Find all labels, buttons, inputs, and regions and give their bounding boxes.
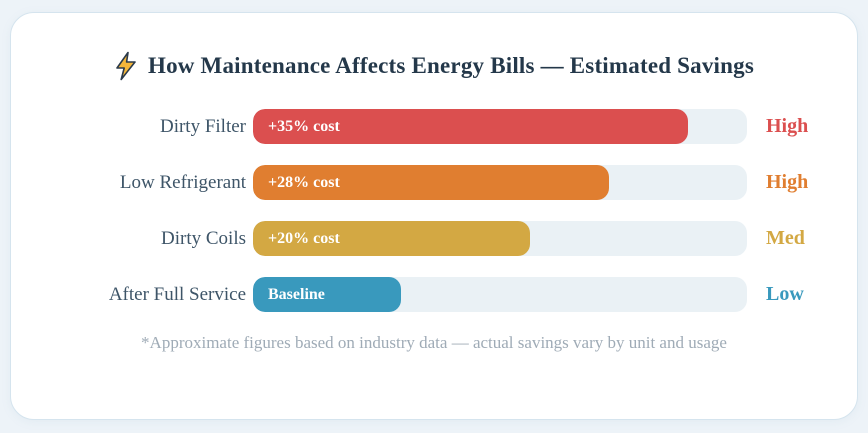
bar-row: After Full Service Baseline Low [39, 277, 829, 312]
bar-row: Low Refrigerant +28% cost High [39, 165, 829, 200]
lightning-icon [116, 51, 136, 81]
category-label: Dirty Coils [161, 227, 246, 249]
bar-value-label: +28% cost [268, 173, 340, 191]
bar-value-label: +20% cost [268, 229, 340, 247]
chart-card: How Maintenance Affects Energy Bills — E… [10, 12, 858, 420]
chart-title: How Maintenance Affects Energy Bills — E… [148, 53, 754, 78]
bar-fill: Baseline [253, 277, 402, 312]
category-label: Dirty Filter [159, 115, 246, 137]
bar-track: +28% cost [253, 165, 747, 200]
bar-fill: +28% cost [253, 165, 609, 200]
bar-track: +35% cost [253, 109, 747, 144]
bar-track: +20% cost [253, 221, 747, 256]
impact-label: High [766, 171, 809, 193]
impact-label: Low [766, 283, 804, 305]
bar-row: Dirty Filter +35% cost High [39, 109, 829, 144]
bar-fill: +20% cost [253, 221, 530, 256]
impact-label: Med [766, 227, 805, 249]
chart-header: How Maintenance Affects Energy Bills — E… [39, 51, 829, 81]
bar-rows: Dirty Filter +35% cost High Low Refriger… [39, 109, 829, 312]
category-label: Low Refrigerant [119, 171, 246, 193]
category-label: After Full Service [108, 283, 246, 305]
bar-value-label: Baseline [268, 285, 325, 303]
bar-track: Baseline [253, 277, 747, 312]
chart-footnote: *Approximate figures based on industry d… [141, 333, 727, 352]
bar-row: Dirty Coils +20% cost Med [39, 221, 829, 256]
bar-value-label: +35% cost [268, 117, 340, 135]
impact-label: High [766, 115, 809, 137]
bar-fill: +35% cost [253, 109, 688, 144]
